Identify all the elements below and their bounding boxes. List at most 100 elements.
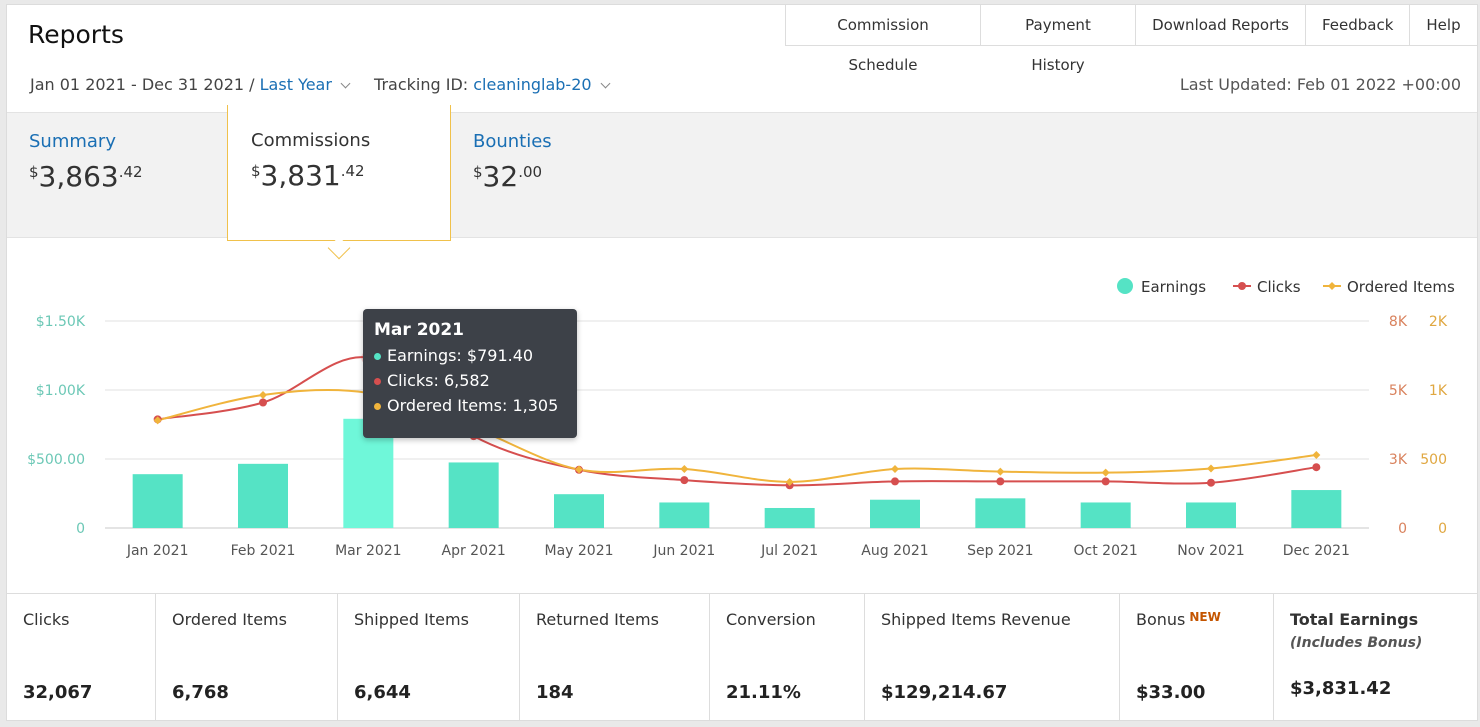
right-tick-label-clicks: 8K (1389, 314, 1408, 330)
right-tick-label-clicks: 3K (1389, 452, 1408, 468)
page-title: Reports (28, 20, 124, 49)
tab-commissions[interactable]: Commissions $3,831.42 (227, 105, 451, 241)
tab-commissions-label: Commissions (251, 130, 371, 151)
stat-shipped-items: Shipped Items 6,644 (338, 594, 520, 720)
ordered-items-point (259, 391, 267, 400)
earnings-bar (975, 498, 1026, 528)
stat-label: Conversion (726, 610, 816, 629)
legend-clicks-icon (1238, 282, 1246, 290)
x-tick-label: Nov 2021 (1177, 543, 1244, 559)
earnings-bar (132, 474, 183, 528)
stat-clicks: Clicks 32,067 (7, 594, 156, 720)
tab-bounties[interactable]: Bounties $32.00 (473, 131, 552, 193)
right-tick-label-ordered: 2K (1429, 314, 1448, 330)
stat-value: $129,214.67 (881, 682, 1008, 703)
right-tick-label-ordered: 1K (1429, 383, 1448, 399)
x-tick-label: May 2021 (544, 543, 613, 559)
stat-label: Total Earnings (1290, 610, 1419, 629)
earnings-bar (1186, 502, 1236, 528)
right-tick-label-ordered: 0 (1438, 521, 1447, 537)
ordered-items-point (785, 477, 794, 486)
ordered-items-point (1207, 464, 1215, 473)
stat-value: 184 (536, 682, 574, 703)
clicks-point (1101, 477, 1110, 486)
stat-label: Ordered Items (172, 610, 287, 629)
stat-value: $3,831.42 (1290, 678, 1392, 699)
x-tick-label: Apr 2021 (442, 543, 506, 559)
x-tick-label: Aug 2021 (861, 543, 928, 559)
tracking-label: Tracking ID: (374, 75, 469, 94)
clicks-point (680, 476, 689, 485)
earnings-bar (554, 494, 604, 528)
commission-schedule-link[interactable]: Commission Schedule (785, 5, 980, 74)
right-tick-label-clicks: 0 (1398, 521, 1407, 537)
earnings-bar (1291, 490, 1342, 528)
x-tick-label: Dec 2021 (1283, 543, 1350, 559)
right-tick-label-clicks: 5K (1389, 383, 1408, 399)
stat-label: Returned Items (536, 610, 659, 629)
legend-label: Earnings (1141, 278, 1206, 296)
legend-earnings-icon (1117, 278, 1133, 294)
clicks-point (1207, 478, 1215, 487)
earnings-bar (238, 463, 288, 528)
x-tick-label: Jul 2021 (760, 543, 818, 559)
stat-shipped-revenue: Shipped Items Revenue $129,214.67 (865, 594, 1120, 720)
stat-value: 6,644 (354, 682, 411, 703)
clicks-point (891, 477, 899, 486)
ordered-items-point (891, 465, 899, 474)
download-reports-link[interactable]: Download Reports (1135, 5, 1305, 46)
legend-ordered-icon (1328, 282, 1336, 290)
tracking-id-dropdown[interactable]: cleaninglab-20 (473, 75, 592, 94)
period-dropdown[interactable]: Last Year (259, 75, 332, 94)
stat-ordered-items: Ordered Items 6,768 (156, 594, 338, 720)
last-updated: Last Updated: Feb 01 2022 +00:00 (1179, 75, 1461, 94)
left-tick-label: 0 (76, 521, 85, 537)
tooltip-earnings: Earnings: $791.40 (387, 346, 534, 365)
summary-amount: $3,863.42 (29, 160, 143, 193)
date-range: Jan 01 2021 - Dec 31 2021 / (30, 75, 255, 94)
help-link[interactable]: Help (1409, 5, 1477, 46)
payment-history-link[interactable]: Payment History (980, 5, 1135, 74)
earnings-bar (764, 507, 815, 528)
ordered-items-point (1312, 451, 1321, 460)
stat-label: Bonus NEW (1136, 610, 1221, 629)
stat-label: Clicks (23, 610, 70, 629)
ordered-items-point (575, 465, 583, 474)
x-tick-label: Sep 2021 (967, 543, 1033, 559)
legend-label: Ordered Items (1347, 278, 1455, 296)
stats-row: Clicks 32,067 Ordered Items 6,768 Shippe… (7, 593, 1477, 720)
stat-conversion: Conversion 21.11% (710, 594, 865, 720)
stat-label: Shipped Items (354, 610, 469, 629)
chevron-down-icon[interactable] (600, 78, 611, 89)
stat-value: 21.11% (726, 682, 801, 703)
legend-label: Clicks (1257, 278, 1301, 296)
left-tick-label: $500.00 (27, 452, 85, 468)
earnings-bar (659, 502, 710, 528)
tooltip-clicks: Clicks: 6,582 (387, 371, 490, 390)
clicks-point (1312, 463, 1321, 472)
x-tick-label: Oct 2021 (1074, 543, 1138, 559)
stat-value: 6,768 (172, 682, 229, 703)
earnings-bar (448, 462, 499, 528)
stat-total-earnings: Total Earnings (Includes Bonus) $3,831.4… (1274, 594, 1477, 720)
bounties-amount: $32.00 (473, 160, 543, 193)
top-links: Commission Schedule Payment History Down… (785, 5, 1477, 74)
stat-label: Shipped Items Revenue (881, 610, 1071, 629)
stat-returned-items: Returned Items 184 (520, 594, 710, 720)
x-tick-label: Jun 2021 (652, 543, 715, 559)
ordered-items-point (680, 465, 689, 474)
x-tick-label: Jan 2021 (126, 543, 189, 559)
x-tick-label: Feb 2021 (231, 543, 296, 559)
right-tick-label-ordered: 500 (1420, 452, 1447, 468)
x-tick-label: Mar 2021 (335, 543, 402, 559)
left-tick-label: $1.00K (36, 383, 86, 399)
tab-summary[interactable]: Summary $3,863.42 (29, 131, 143, 193)
earnings-bar (870, 499, 920, 528)
left-tick-label: $1.50K (36, 314, 86, 330)
clicks-point (996, 477, 1005, 486)
feedback-link[interactable]: Feedback (1305, 5, 1409, 46)
commissions-amount: $3,831.42 (251, 159, 365, 192)
chevron-down-icon[interactable] (340, 78, 351, 89)
reports-card: Reports Commission Schedule Payment Hist… (6, 4, 1478, 721)
stat-bonus: Bonus NEW $33.00 (1120, 594, 1274, 720)
